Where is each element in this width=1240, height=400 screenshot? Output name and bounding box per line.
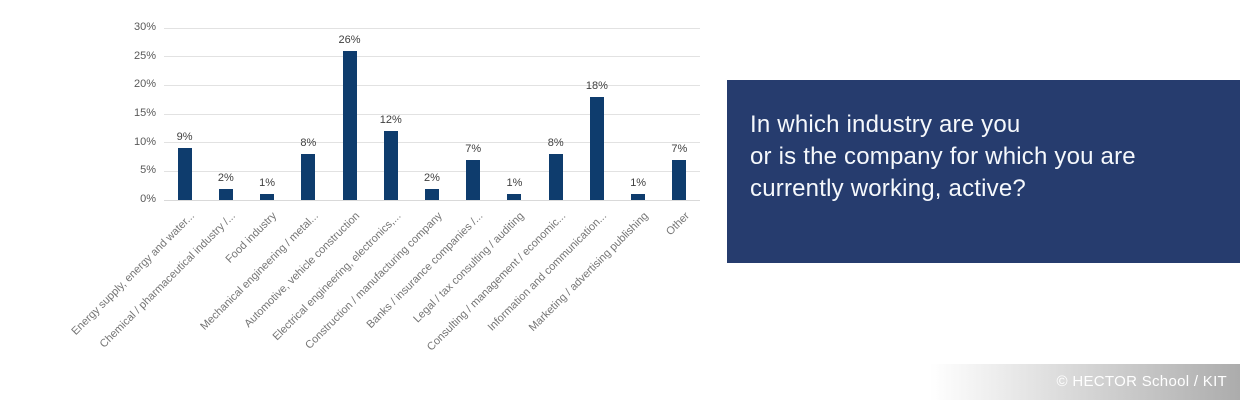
bar <box>383 131 398 200</box>
bar <box>260 194 275 200</box>
bar <box>672 159 687 200</box>
bar-value-label: 1% <box>506 177 523 190</box>
bar-value-label: 7% <box>671 142 688 155</box>
bar-value-label: 9% <box>176 131 193 144</box>
bar <box>342 50 357 200</box>
question-text-line: or is the company for which you are <box>750 143 1136 170</box>
gridline <box>164 142 700 144</box>
bar-value-label: 1% <box>630 177 647 190</box>
gridline <box>164 113 700 115</box>
gridline <box>164 27 700 29</box>
y-axis-tick-label: 25% <box>133 49 156 62</box>
y-axis-tick-label: 5% <box>140 164 156 177</box>
x-axis-line <box>164 199 700 201</box>
gridline <box>164 56 700 58</box>
y-axis-tick-label: 20% <box>133 78 156 91</box>
bar <box>301 154 316 200</box>
bar-value-label: 26% <box>338 33 361 46</box>
bar <box>548 154 563 200</box>
question-text-line: In which industry are you <box>750 111 1021 138</box>
bar-value-label: 8% <box>300 137 317 150</box>
question-text-line: currently working, active? <box>750 175 1026 202</box>
y-axis-tick-label: 10% <box>133 135 156 148</box>
bar <box>425 188 439 200</box>
bar-value-label: 8% <box>547 137 564 150</box>
bar <box>507 194 522 200</box>
bar <box>466 159 481 200</box>
bar-value-label: 18% <box>585 79 608 92</box>
question-box: In which industry are you or is the comp… <box>727 80 1240 263</box>
gridline <box>164 84 700 86</box>
bar-value-label: 2% <box>217 171 234 184</box>
bar-value-label: 7% <box>465 142 482 155</box>
y-axis-tick-label: 0% <box>140 193 156 205</box>
x-axis-category-label: Other <box>663 210 692 238</box>
credit-bar: © HECTOR School / KIT <box>930 364 1240 400</box>
bar-value-label: 12% <box>379 114 402 127</box>
y-axis-tick-label: 30% <box>133 21 156 33</box>
bar <box>631 194 646 200</box>
credit-text: © HECTOR School / KIT <box>1056 373 1227 390</box>
bar-value-label: 2% <box>424 171 440 184</box>
bar <box>589 96 604 200</box>
bar-value-label: 1% <box>259 177 276 190</box>
y-axis-tick-label: 15% <box>133 107 156 119</box>
bar <box>218 188 233 200</box>
gridline <box>164 170 700 172</box>
bar <box>177 148 192 200</box>
